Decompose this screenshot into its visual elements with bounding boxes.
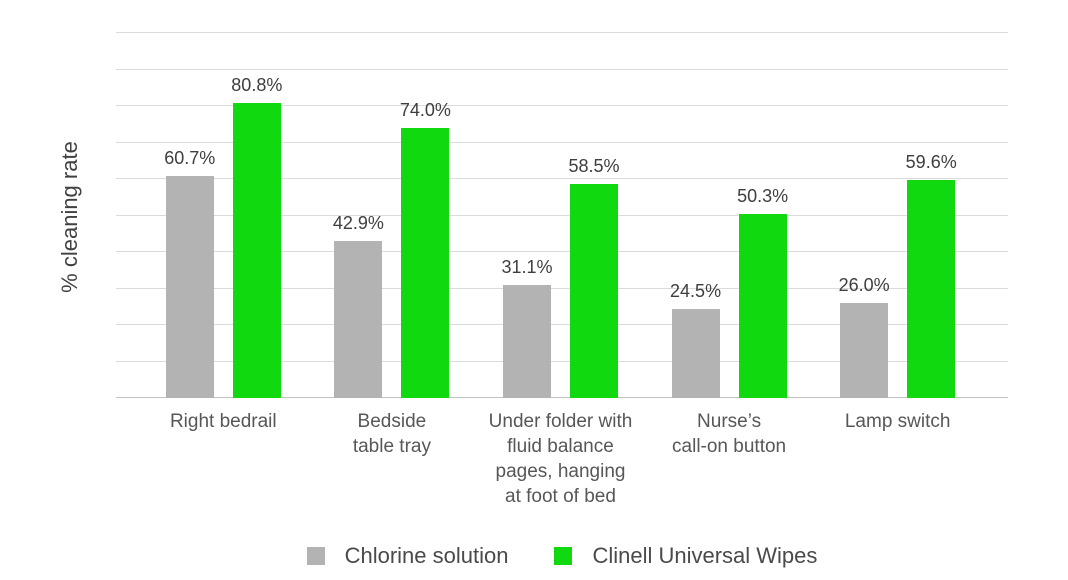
x-axis-label-2: Under folder with fluid balance pages, h… bbox=[488, 411, 633, 507]
value-label: 50.3% bbox=[737, 186, 789, 207]
gridline-60 bbox=[116, 178, 1008, 179]
bar-column: 24.5% bbox=[670, 33, 721, 398]
gridline-0 bbox=[116, 397, 1008, 398]
bar-series-0 bbox=[334, 241, 383, 398]
gridline-70 bbox=[116, 141, 1008, 143]
bar-series-0 bbox=[840, 303, 889, 398]
bar-column: 60.7% bbox=[164, 33, 215, 398]
bar-group-0: 60.7% 80.8% bbox=[139, 33, 308, 398]
bar-column: 50.3% bbox=[737, 33, 788, 398]
legend-item-0: Chlorine solution bbox=[306, 543, 509, 569]
value-label: 42.9% bbox=[332, 213, 384, 234]
legend-label: Clinell Universal Wipes bbox=[592, 543, 818, 568]
bar-series-0 bbox=[671, 308, 720, 398]
gridline-10 bbox=[116, 360, 1008, 362]
bar-series-1 bbox=[232, 103, 281, 398]
bar-column: 42.9% bbox=[333, 33, 384, 398]
bar-group-3: 24.5% 50.3% bbox=[645, 33, 814, 398]
bar-series-1 bbox=[738, 214, 787, 398]
y-axis-title: % cleaning rate bbox=[57, 141, 82, 293]
gridline-80 bbox=[116, 105, 1008, 106]
x-axis-label-0: Right bedrail bbox=[169, 411, 277, 432]
value-label: 58.5% bbox=[568, 156, 620, 177]
gridline-40 bbox=[116, 251, 1008, 252]
value-label: 74.0% bbox=[399, 99, 451, 120]
bar-series-0 bbox=[502, 284, 551, 398]
legend-label: Chlorine solution bbox=[344, 543, 509, 568]
gridline-30 bbox=[116, 287, 1008, 289]
bar-group-1: 42.9% 74.0% bbox=[308, 33, 477, 398]
value-label: 31.1% bbox=[501, 256, 553, 277]
x-axis-label-4: Lamp switch bbox=[844, 411, 951, 432]
plot-area: 60.7% 80.8% 42.9% 74.0% 31.1% 58.5% 24.5% 50.3%… bbox=[116, 32, 1008, 398]
legend: Chlorine solution Clinell Universal Wipes bbox=[116, 543, 1008, 569]
legend-swatch-icon bbox=[306, 547, 325, 565]
bar-series-1 bbox=[570, 184, 618, 398]
bar-column: 80.8% bbox=[231, 33, 282, 398]
bar-column: 58.5% bbox=[568, 33, 620, 398]
bar-group-4: 26.0% 59.6% bbox=[813, 33, 982, 398]
bar-group-2: 31.1% 58.5% bbox=[476, 33, 645, 398]
legend-swatch-icon bbox=[554, 547, 573, 565]
value-label: 60.7% bbox=[164, 148, 216, 169]
bar-groups: 60.7% 80.8% 42.9% 74.0% 31.1% 58.5% 24.5% 50.3%… bbox=[139, 33, 982, 398]
bar-column: 26.0% bbox=[839, 33, 890, 398]
bar-series-0 bbox=[165, 176, 214, 398]
gridline-50 bbox=[116, 214, 1008, 216]
legend-item-1: Clinell Universal Wipes bbox=[554, 543, 817, 569]
x-axis-label-1: Bedside table tray bbox=[352, 411, 431, 457]
bar-series-1 bbox=[401, 127, 450, 398]
gridline-20 bbox=[116, 324, 1008, 325]
value-label: 26.0% bbox=[838, 275, 890, 296]
bar-column: 74.0% bbox=[400, 33, 451, 398]
value-label: 59.6% bbox=[905, 152, 957, 173]
value-label: 24.5% bbox=[670, 280, 722, 301]
bar-column: 59.6% bbox=[906, 33, 957, 398]
bar-column: 31.1% bbox=[501, 33, 552, 398]
gridline-100 bbox=[116, 32, 1008, 33]
gridline-90 bbox=[116, 68, 1008, 70]
x-axis-label-3: Nurse’s call-on button bbox=[672, 411, 787, 457]
value-label: 80.8% bbox=[231, 75, 283, 96]
x-axis-labels: Right bedrail Bedside table tray Under fol… bbox=[139, 409, 982, 509]
bar-series-1 bbox=[907, 180, 956, 398]
